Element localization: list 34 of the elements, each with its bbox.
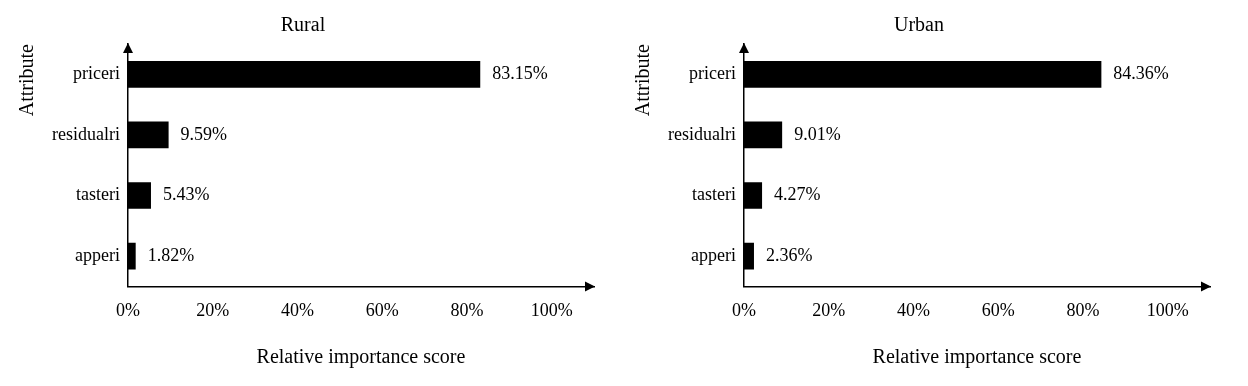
x-tick-label: 40%	[280, 299, 314, 320]
data-label: 5.43%	[162, 184, 210, 205]
y-tick-label: priceri	[689, 63, 736, 84]
y-tick-label: apperi	[690, 244, 736, 265]
x-tick-label: 60%	[981, 299, 1015, 320]
y-axis-title: Attribute	[631, 43, 654, 117]
x-tick-label: 80%	[1066, 299, 1100, 320]
y-tick-label: apperi	[74, 244, 120, 265]
data-label: 83.15%	[492, 63, 548, 84]
x-axis-title: Relative importance score	[256, 345, 466, 369]
x-axis-title: Relative importance score	[872, 345, 1082, 369]
x-tick-label: 20%	[196, 299, 230, 320]
data-label: 1.82%	[147, 244, 195, 265]
data-label: 84.36%	[1113, 63, 1169, 84]
x-tick-label: 100%	[1146, 299, 1189, 320]
y-tick-label: tasteri	[691, 184, 736, 205]
x-tick-label: 20%	[812, 299, 846, 320]
x-tick-label: 80%	[450, 299, 484, 320]
chart-title: Urban	[894, 13, 944, 36]
data-label: 9.59%	[180, 123, 228, 144]
chart-title: Rural	[280, 13, 326, 36]
y-tick-label: tasteri	[75, 184, 120, 205]
x-tick-label: 0%	[115, 299, 140, 320]
data-label: 2.36%	[765, 244, 813, 265]
y-axis-title: Attribute	[15, 43, 38, 117]
y-tick-label: residualri	[667, 123, 736, 144]
y-tick-label: priceri	[73, 63, 120, 84]
x-tick-label: 40%	[896, 299, 930, 320]
x-tick-label: 0%	[731, 299, 756, 320]
data-label: 9.01%	[794, 123, 841, 144]
x-tick-label: 60%	[365, 299, 399, 320]
y-tick-label: residualri	[51, 123, 120, 144]
x-tick-label: 100%	[530, 299, 573, 320]
data-label: 4.27%	[774, 184, 821, 205]
